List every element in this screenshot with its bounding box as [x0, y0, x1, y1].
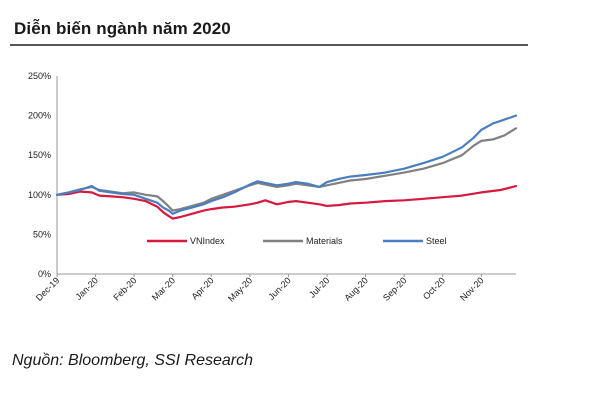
x-tick-label: May-20 — [226, 275, 254, 303]
y-tick-label: 150% — [28, 150, 51, 160]
x-tick-label: Feb-20 — [111, 275, 138, 302]
chart-legend: VNIndex Materials Steel — [147, 236, 447, 246]
x-tick-label: Nov-20 — [458, 275, 486, 303]
y-tick-label: 100% — [28, 190, 51, 200]
x-tick-label: Jun-20 — [266, 275, 293, 302]
series-line-materials — [55, 127, 518, 212]
chart-axes: 0% 50% 100% 150% 200% 250% Dec-19 Jan-20 Feb-20 M… — [28, 71, 516, 304]
x-tick-label: Jul-20 — [307, 275, 331, 299]
series-line-vnindex — [55, 185, 518, 220]
x-tick-label: Mar-20 — [150, 275, 177, 302]
x-tick-label: Apr-20 — [190, 275, 216, 301]
y-tick-label: 200% — [28, 111, 51, 121]
y-tick-label: 250% — [28, 71, 51, 81]
series-line-steel — [55, 114, 518, 215]
y-tick-label: 0% — [38, 269, 51, 279]
x-tick-label: Aug-20 — [342, 275, 370, 303]
title-underline — [10, 44, 528, 46]
x-tick-label: Sep-20 — [381, 275, 409, 303]
source-note: Nguồn: Bloomberg, SSI Research — [12, 352, 254, 369]
x-tick-label: Oct-20 — [421, 275, 447, 301]
x-tick-label: Dec-19 — [34, 275, 62, 303]
x-tick-label: Jan-20 — [73, 275, 100, 302]
legend-label-vnindex: VNIndex — [190, 236, 225, 246]
legend-label-materials: Materials — [306, 236, 343, 246]
chart-series — [55, 114, 518, 220]
legend-label-steel: Steel — [426, 236, 447, 246]
chart-title: Diễn biến ngành năm 2020 — [14, 19, 231, 38]
y-tick-label: 50% — [33, 229, 51, 239]
